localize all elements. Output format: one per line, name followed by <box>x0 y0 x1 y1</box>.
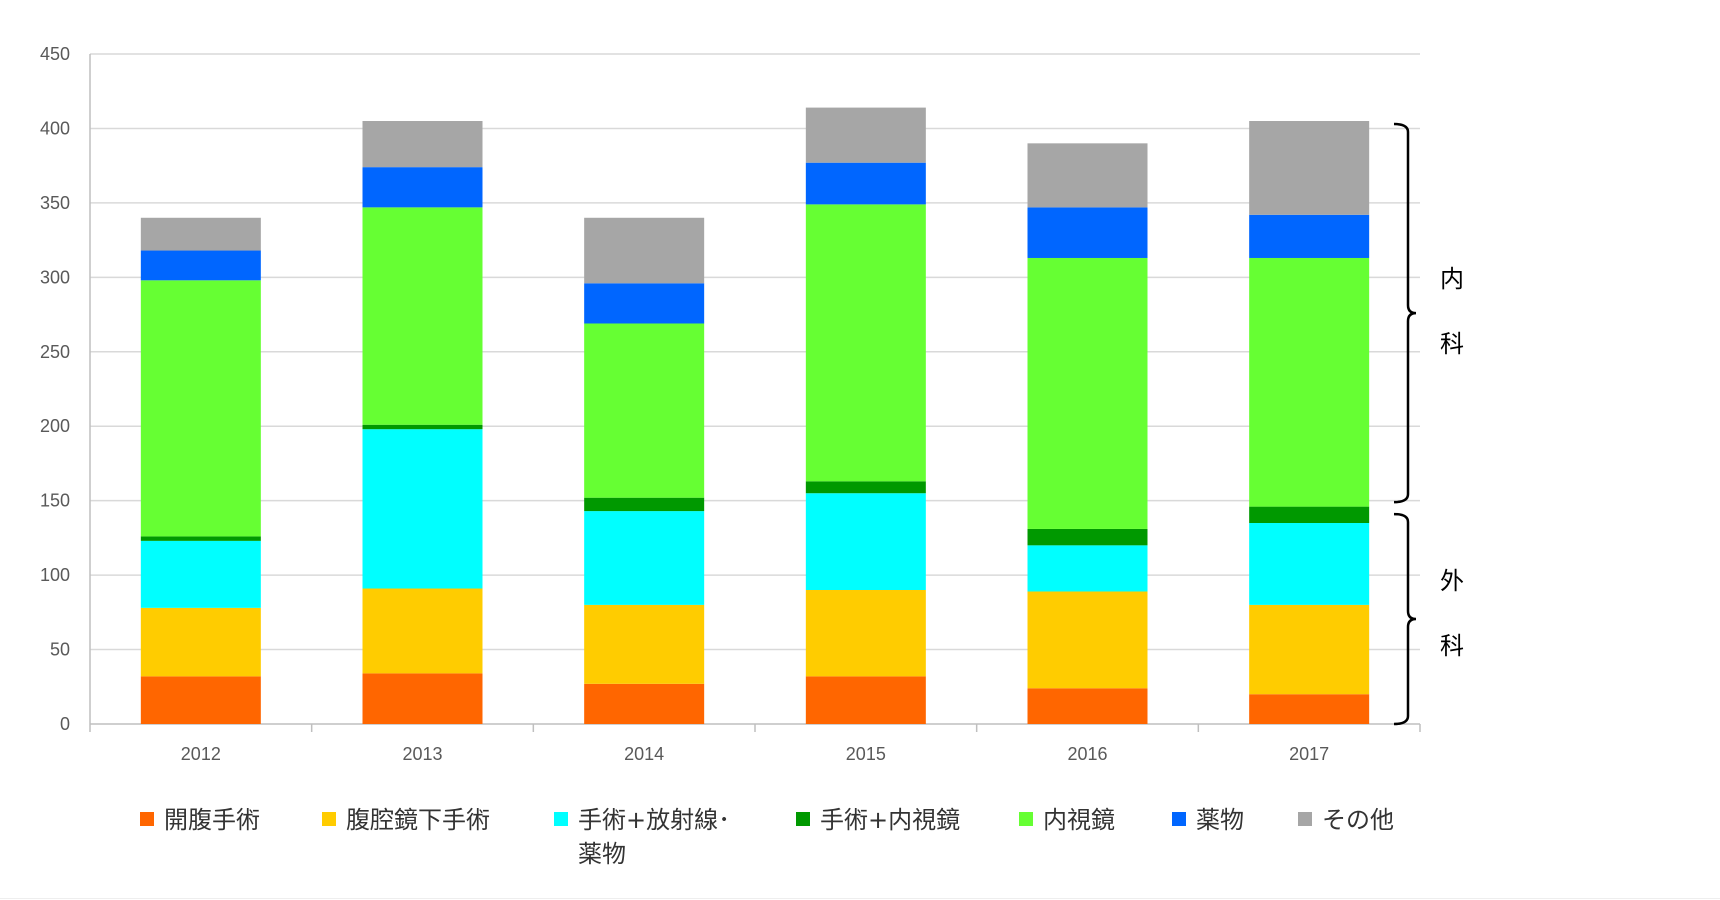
x-tick-label: 2012 <box>181 744 221 764</box>
bar-segment <box>584 283 705 324</box>
bar-segment <box>584 683 705 724</box>
bar-segment <box>805 204 926 482</box>
legend-label: 腹腔鏡下手術 <box>346 806 490 834</box>
bar-segment <box>1027 545 1148 592</box>
internal-medicine-brace <box>1393 122 1417 504</box>
y-tick-label: 350 <box>40 193 70 213</box>
bar-segment <box>362 673 483 724</box>
legend-swatch <box>796 812 810 826</box>
bar-segment <box>1249 121 1370 215</box>
bar-segment <box>1249 214 1370 258</box>
legend-label: その他 <box>1322 806 1394 834</box>
legend-swatch <box>322 812 336 826</box>
bottom-divider <box>0 898 1720 899</box>
bar-segment <box>1027 591 1148 689</box>
y-tick-label: 100 <box>40 565 70 585</box>
legend-label: 手術+放射線･ <box>578 806 730 834</box>
legend-label: 開腹手術 <box>164 806 260 834</box>
bar-segment <box>805 481 926 494</box>
internal-medicine-label: 科 <box>1440 330 1464 358</box>
bar-segment <box>584 511 705 605</box>
bar-segment <box>1249 257 1370 507</box>
x-tick-label: 2017 <box>1289 744 1329 764</box>
bar-segment <box>140 217 261 251</box>
legend-swatch <box>140 812 154 826</box>
bar-segment <box>805 676 926 724</box>
bar-segment <box>584 497 705 512</box>
legend-label: 薬物 <box>1196 806 1244 834</box>
bar-segment <box>1249 523 1370 605</box>
y-tick-label: 250 <box>40 342 70 362</box>
legend-label: 手術+内視鏡 <box>820 806 960 834</box>
x-tick-label: 2013 <box>402 744 442 764</box>
y-tick-label: 450 <box>40 44 70 64</box>
y-tick-label: 50 <box>50 640 70 660</box>
x-tick-label: 2014 <box>624 744 664 764</box>
bar-segment <box>584 323 705 498</box>
y-tick-label: 300 <box>40 267 70 287</box>
bar-segment <box>362 588 483 674</box>
legend-label: 薬物 <box>578 840 626 868</box>
bar-segment <box>140 280 261 537</box>
bar-segment <box>1027 528 1148 546</box>
y-tick-label: 400 <box>40 118 70 138</box>
bar-segment <box>1249 604 1370 695</box>
bar-segment <box>805 107 926 163</box>
bar-segment <box>362 207 483 425</box>
bar-segment <box>1027 257 1148 529</box>
bar-segment <box>362 429 483 589</box>
bar-segment <box>584 217 705 284</box>
surgery-label: 科 <box>1440 632 1464 660</box>
bar-segment <box>805 162 926 205</box>
y-tick-label: 0 <box>60 714 70 734</box>
y-tick-label: 200 <box>40 416 70 436</box>
bar-segment <box>1027 688 1148 724</box>
bar-segment <box>584 604 705 684</box>
bar-segment <box>140 536 261 541</box>
bar-segment <box>362 424 483 430</box>
y-tick-label: 150 <box>40 491 70 511</box>
surgery-label: 外 <box>1440 567 1464 595</box>
bar-segment <box>805 590 926 677</box>
x-tick-label: 2015 <box>846 744 886 764</box>
surgery-brace <box>1393 512 1417 726</box>
bar-segment <box>362 167 483 208</box>
bar-segment <box>1249 694 1370 724</box>
internal-medicine-label: 内 <box>1440 265 1464 293</box>
bar-segment <box>1027 207 1148 258</box>
x-tick-label: 2016 <box>1067 744 1107 764</box>
bar-segment <box>362 121 483 168</box>
bar-segment <box>140 676 261 724</box>
legend-swatch <box>554 812 568 826</box>
bar-segment <box>140 540 261 608</box>
bar-segment <box>805 493 926 590</box>
bar-segment <box>1249 506 1370 523</box>
legend-label: 内視鏡 <box>1043 806 1115 834</box>
bar-segment <box>140 250 261 281</box>
legend-swatch <box>1172 812 1186 826</box>
bar-segment <box>140 607 261 677</box>
legend-swatch <box>1298 812 1312 826</box>
bar-segment <box>1027 143 1148 208</box>
legend-swatch <box>1019 812 1033 826</box>
